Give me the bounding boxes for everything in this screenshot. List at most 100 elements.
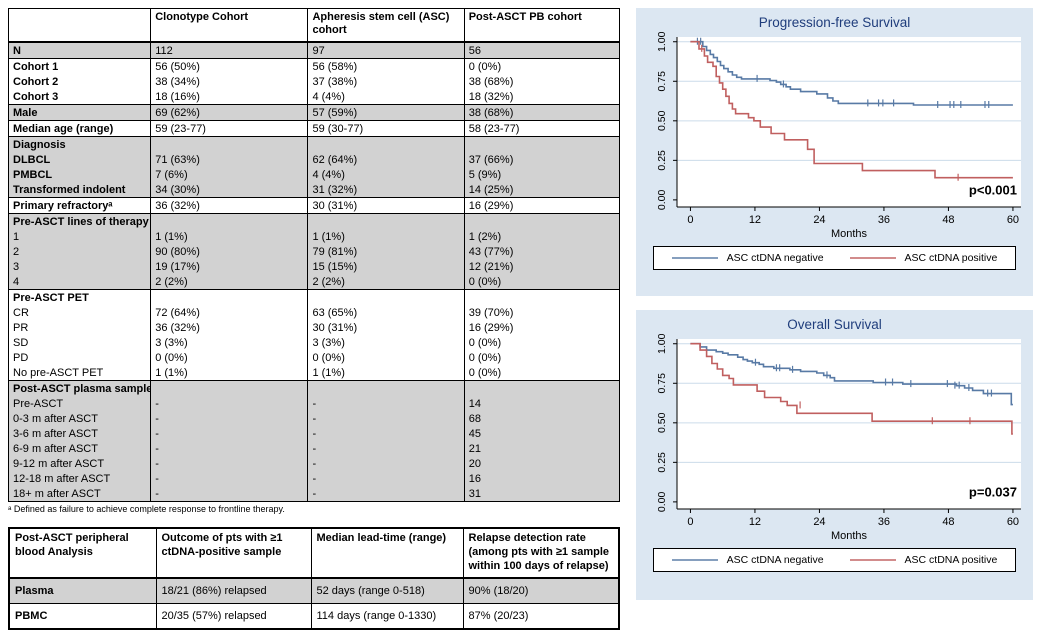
table-cell: 12 (21%): [463, 259, 621, 274]
x-tick-label: 0: [687, 516, 693, 528]
x-tick-label: 0: [687, 214, 693, 226]
table-cell: 1 (1%): [307, 365, 465, 381]
table-cell: 2 (2%): [150, 274, 309, 290]
y-tick-label: 0.75: [656, 373, 668, 394]
legend-line-swatch: [849, 257, 896, 259]
row-label: PR: [7, 320, 152, 335]
table-row: Pre-ASCT - -14: [7, 396, 621, 411]
table-cell: [463, 136, 621, 152]
km-curve: [689, 342, 1013, 406]
table-cell: 18/21 (86%) relapsed: [155, 577, 312, 604]
x-tick-label: 24: [813, 214, 825, 226]
table-cell: 37 (38%): [307, 74, 465, 89]
table-cell: 30 (31%): [307, 320, 465, 335]
table-cell: -: [150, 471, 309, 486]
table-cell: [150, 380, 309, 396]
table-cell: 1 (1%): [150, 365, 309, 381]
table-cell: [150, 136, 309, 152]
table-cell: 38 (34%): [150, 74, 309, 89]
table-cell: -: [307, 441, 465, 456]
plot-area: [676, 339, 1021, 509]
table-cell: [150, 289, 309, 305]
y-tick-label: 0.00: [656, 492, 668, 513]
table-cell: 18 (16%): [150, 89, 309, 105]
legend-item: ASC ctDNA positive: [849, 554, 998, 566]
table-cell: 62 (64%): [307, 152, 465, 167]
table-cell: 3 (3%): [307, 335, 465, 350]
table-cell: 31: [463, 486, 621, 502]
table-cell: 34 (30%): [150, 182, 309, 198]
row-label: PMBCL: [7, 167, 152, 182]
row-label: 12-18 m after ASCT: [7, 471, 152, 486]
row-label: No pre-ASCT PET: [7, 365, 152, 381]
table-cell: 90% (18/20): [462, 577, 620, 604]
table-row: No pre-ASCT PET 1 (1%) 1 (1%) 0 (0%): [7, 365, 621, 381]
legend-item: ASC ctDNA negative: [671, 252, 824, 264]
row-label: Diagnosis: [7, 136, 152, 152]
table-row: Cohort 3 18 (16%) 4 (4%) 18 (32%): [7, 89, 621, 105]
table-cell: -: [307, 396, 465, 411]
table-row: Diagnosis: [7, 136, 621, 152]
page: { "colors": { "shaded_row": "#d2d2d2", "…: [7, 8, 1033, 630]
table-cell: 72 (64%): [150, 305, 309, 320]
table-cell: 0 (0%): [463, 350, 621, 365]
p-value-label: p<0.001: [968, 182, 1016, 197]
legend-label: ASC ctDNA positive: [904, 252, 998, 264]
table-cell: 4 (4%): [307, 167, 465, 182]
table-cell: -: [150, 411, 309, 426]
table-cell: 2 (2%): [307, 274, 465, 290]
table-cell: -: [150, 456, 309, 471]
table-row: Pre-ASCT PET: [7, 289, 621, 305]
legend-item: ASC ctDNA positive: [849, 252, 998, 264]
table-row: 9-12 m after ASCT - -20: [7, 456, 621, 471]
table-cell: 5 (9%): [463, 167, 621, 182]
table-cell: 16: [463, 471, 621, 486]
table-cell: -: [307, 411, 465, 426]
y-tick-label: 0.50: [656, 412, 668, 433]
tables-column: Clonotype Cohort Apheresis stem cell (ASC…: [7, 8, 621, 630]
table-cell: 4 (4%): [307, 89, 465, 105]
table-row: Cohort 2 38 (34%) 37 (38%) 38 (68%): [7, 74, 621, 89]
y-tick-label: 0.00: [656, 190, 668, 211]
table-cell: [463, 289, 621, 305]
row-label: 3: [7, 259, 152, 274]
table-cell: 19 (17%): [150, 259, 309, 274]
table-row: PR 36 (32%) 30 (31%) 16 (29%): [7, 320, 621, 335]
table-cell: 16 (29%): [463, 320, 621, 335]
table-cell: 79 (81%): [307, 244, 465, 259]
table-cell: [463, 213, 621, 229]
x-tick-label: 12: [748, 214, 760, 226]
table-cell: 59 (23-77): [150, 120, 309, 137]
table-cell: 97: [307, 41, 465, 59]
table-footnote: ᵃ Defined as failure to achieve complete…: [8, 504, 285, 514]
km-curve: [689, 342, 1013, 435]
table-cell: 0 (0%): [463, 274, 621, 290]
table-cell: 38 (68%): [463, 74, 621, 89]
table-cell: [463, 380, 621, 396]
pfs-title: Progression-free Survival: [758, 15, 911, 30]
table-cell: 52 days (range 0-518): [310, 577, 464, 604]
column-header: Relapse detection rate (among pts with ≥…: [462, 527, 620, 579]
table-cell: 39 (70%): [463, 305, 621, 320]
table-cell: 90 (80%): [150, 244, 309, 259]
table-cell: 0 (0%): [307, 350, 465, 365]
table-cell: -: [307, 471, 465, 486]
os-legend: ASC ctDNA negative ASC ctDNA positive: [636, 548, 1033, 572]
table-cell: 20/35 (57%) relapsed: [155, 603, 312, 630]
x-tick-label: 48: [942, 516, 954, 528]
table-row: 2 90 (80%) 79 (81%) 43 (77%): [7, 244, 621, 259]
table-row: Plasma 18/21 (86%) relapsed 52 days (range…: [8, 577, 620, 604]
legend-label: ASC ctDNA positive: [904, 554, 998, 566]
column-header: Post-ASCT peripheral blood Analysis: [8, 527, 157, 579]
table-row: CR 72 (64%) 63 (65%) 39 (70%): [7, 305, 621, 320]
table-row: 18+ m after ASCT - -31: [7, 486, 621, 502]
table-row: Cohort 1 56 (50%) 56 (58%) 0 (0%): [7, 58, 621, 74]
legend-line-swatch: [671, 559, 718, 561]
os-figure: Overall Survival 0.00 0.25 0.50 0.75 1.00 0 12…: [636, 310, 1033, 600]
table-row: 0-3 m after ASCT - -68: [7, 411, 621, 426]
table-cell: 114 days (range 0-1330): [310, 603, 464, 630]
table-cell: 1 (1%): [150, 229, 309, 244]
y-tick-label: 0.25: [656, 150, 668, 171]
table-row: SD 3 (3%) 3 (3%) 0 (0%): [7, 335, 621, 350]
table-row: N 112 97 56: [7, 41, 621, 59]
